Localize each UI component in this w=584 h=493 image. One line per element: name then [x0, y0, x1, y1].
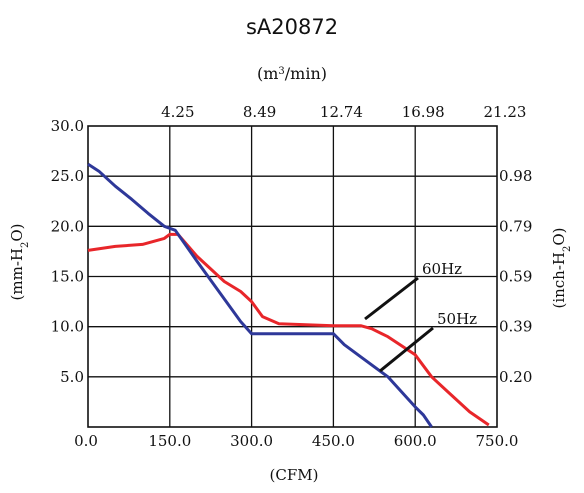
- chart-title: sA20872: [246, 15, 338, 39]
- top-tick-label: 21.23: [484, 103, 527, 121]
- right-tick-label: 0.39: [499, 318, 532, 336]
- bottom-tick-label: 600.0: [394, 432, 437, 450]
- bottom-axis-label: (CFM): [270, 466, 319, 484]
- bottom-tick-label: 300.0: [230, 432, 273, 450]
- series-label-60hz: 60Hz: [422, 260, 462, 278]
- top-tick-label: 4.25: [161, 103, 194, 121]
- top-tick-label: 8.49: [243, 103, 276, 121]
- plot-frame: [87, 125, 498, 428]
- right-axis-ticks: 0.20 0.39 0.59 0.79 0.98: [499, 167, 532, 386]
- series-line-50hz: [87, 162, 433, 428]
- bottom-tick-label: 150.0: [148, 432, 191, 450]
- bottom-tick-label: 750.0: [476, 432, 519, 450]
- top-axis-label: (m3/min): [257, 64, 327, 83]
- right-tick-label: 0.20: [499, 368, 532, 386]
- left-tick-label: 25.0: [51, 167, 84, 185]
- left-tick-label: 20.0: [51, 217, 84, 235]
- bottom-axis-ticks: 0.0 150.0 300.0 450.0 600.0 750.0: [74, 432, 518, 450]
- right-axis-label: (inch-H2O): [550, 227, 573, 308]
- bottom-tick-label: 0.0: [74, 432, 98, 450]
- top-axis-ticks: 4.25 8.49 12.74 16.98 21.23: [161, 103, 526, 121]
- left-tick-label: 30.0: [51, 117, 84, 135]
- left-tick-label: 5.0: [60, 368, 84, 386]
- series-line-60hz: [87, 232, 490, 427]
- leader-line-60hz: [364, 276, 419, 321]
- leader-line-50hz: [379, 326, 434, 373]
- bottom-tick-label: 450.0: [312, 432, 355, 450]
- right-tick-label: 0.79: [499, 217, 532, 235]
- left-tick-label: 10.0: [51, 318, 84, 336]
- series-label-50hz: 50Hz: [437, 310, 477, 328]
- grid-lines: [88, 126, 497, 427]
- left-axis-ticks: 5.0 10.0 15.0 20.0 25.0 30.0: [51, 117, 84, 386]
- left-axis-label: (mm-H2O): [8, 224, 31, 301]
- top-tick-label: 12.74: [320, 103, 363, 121]
- left-tick-label: 15.0: [51, 268, 84, 286]
- right-tick-label: 0.59: [499, 268, 532, 286]
- right-tick-label: 0.98: [499, 167, 532, 185]
- top-tick-label: 16.98: [402, 103, 445, 121]
